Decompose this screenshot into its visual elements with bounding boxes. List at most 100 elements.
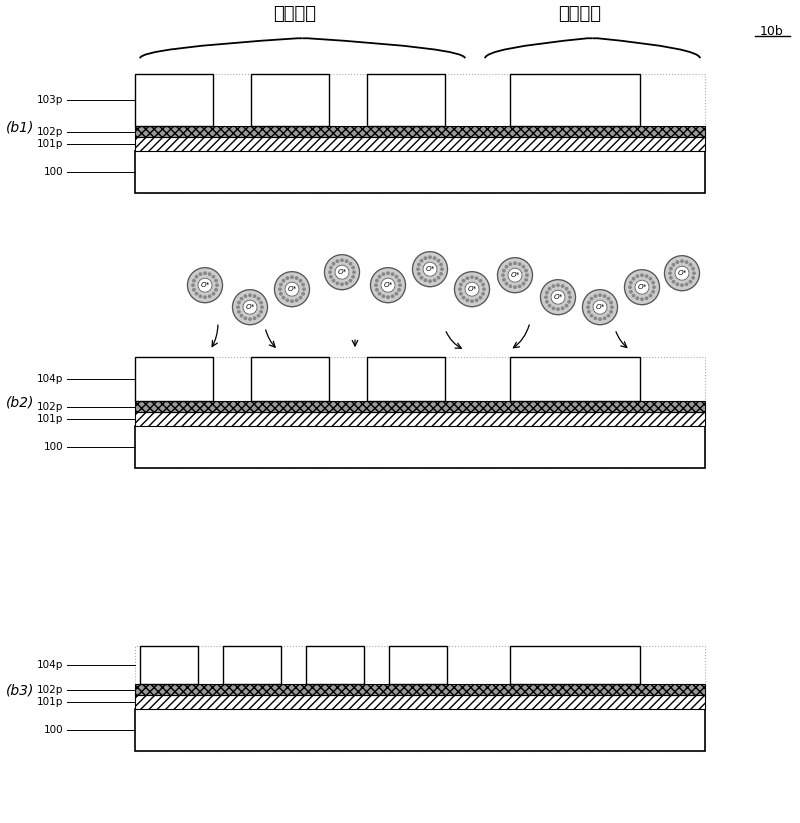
Circle shape [338, 277, 341, 279]
Circle shape [435, 268, 437, 271]
Circle shape [330, 276, 332, 278]
Circle shape [588, 301, 590, 304]
Circle shape [604, 304, 606, 306]
Circle shape [479, 296, 482, 299]
Circle shape [460, 293, 462, 295]
Circle shape [382, 288, 385, 291]
Circle shape [466, 291, 468, 293]
Text: 稀疏区域: 稀疏区域 [558, 5, 602, 23]
Bar [510, 646, 640, 684]
Circle shape [516, 280, 518, 282]
Circle shape [548, 287, 550, 290]
Circle shape [632, 295, 634, 297]
Text: 101p: 101p [37, 414, 63, 424]
Circle shape [559, 301, 562, 304]
Circle shape [299, 280, 302, 282]
Circle shape [382, 286, 384, 289]
Circle shape [233, 290, 267, 325]
Circle shape [282, 296, 285, 299]
Circle shape [243, 300, 257, 314]
Circle shape [336, 260, 338, 263]
Circle shape [650, 295, 652, 297]
Circle shape [518, 278, 521, 281]
Circle shape [568, 291, 570, 294]
Circle shape [195, 292, 198, 295]
Circle shape [243, 306, 245, 309]
Circle shape [376, 289, 378, 291]
Circle shape [519, 272, 522, 274]
Circle shape [441, 268, 443, 271]
Circle shape [686, 272, 690, 274]
Circle shape [562, 285, 564, 287]
Circle shape [678, 267, 681, 269]
Circle shape [325, 254, 359, 290]
Circle shape [438, 259, 440, 262]
Bar [135, 137, 705, 151]
Text: 102p: 102p [37, 127, 63, 137]
Circle shape [473, 282, 475, 285]
Circle shape [681, 278, 683, 281]
Circle shape [519, 277, 522, 279]
Circle shape [568, 300, 570, 303]
Circle shape [594, 310, 597, 313]
Circle shape [586, 306, 589, 309]
Circle shape [562, 307, 564, 309]
Bar [367, 357, 445, 401]
Circle shape [551, 298, 554, 300]
Circle shape [244, 295, 246, 297]
Circle shape [335, 271, 338, 273]
Bar [135, 357, 213, 401]
Text: O*: O* [638, 285, 646, 291]
Circle shape [286, 277, 289, 279]
Circle shape [511, 280, 514, 282]
Circle shape [420, 259, 422, 262]
Circle shape [466, 299, 469, 301]
Circle shape [598, 294, 602, 296]
Text: O*: O* [426, 267, 434, 272]
Circle shape [293, 282, 295, 285]
Circle shape [274, 272, 310, 307]
Circle shape [295, 284, 298, 286]
Circle shape [678, 277, 681, 280]
Circle shape [382, 273, 385, 276]
Circle shape [557, 284, 559, 286]
Circle shape [210, 284, 212, 286]
Circle shape [261, 306, 263, 309]
Circle shape [251, 312, 254, 314]
Circle shape [291, 276, 293, 278]
Circle shape [199, 273, 202, 276]
Circle shape [286, 291, 288, 293]
Circle shape [204, 296, 206, 299]
Text: O*: O* [554, 295, 562, 300]
Circle shape [522, 266, 525, 268]
Circle shape [665, 256, 699, 291]
Text: 100: 100 [43, 442, 63, 452]
Circle shape [551, 291, 565, 305]
Circle shape [385, 290, 387, 292]
Circle shape [420, 277, 422, 279]
Circle shape [506, 266, 508, 268]
Circle shape [210, 281, 212, 284]
Circle shape [370, 267, 406, 303]
Circle shape [629, 286, 631, 288]
Circle shape [672, 281, 674, 283]
Circle shape [554, 291, 557, 293]
Bar [389, 646, 447, 684]
Bar [135, 401, 705, 412]
Circle shape [332, 280, 334, 281]
Circle shape [597, 300, 599, 303]
Circle shape [382, 281, 384, 284]
Circle shape [594, 317, 597, 319]
Circle shape [345, 275, 347, 277]
Circle shape [522, 282, 525, 285]
Circle shape [346, 273, 349, 276]
Circle shape [597, 312, 599, 314]
Circle shape [243, 304, 246, 306]
Circle shape [561, 291, 563, 294]
Text: O*: O* [383, 282, 393, 289]
Circle shape [526, 274, 528, 277]
Circle shape [479, 280, 482, 282]
Circle shape [417, 268, 419, 271]
Circle shape [603, 317, 606, 319]
Circle shape [557, 290, 559, 292]
